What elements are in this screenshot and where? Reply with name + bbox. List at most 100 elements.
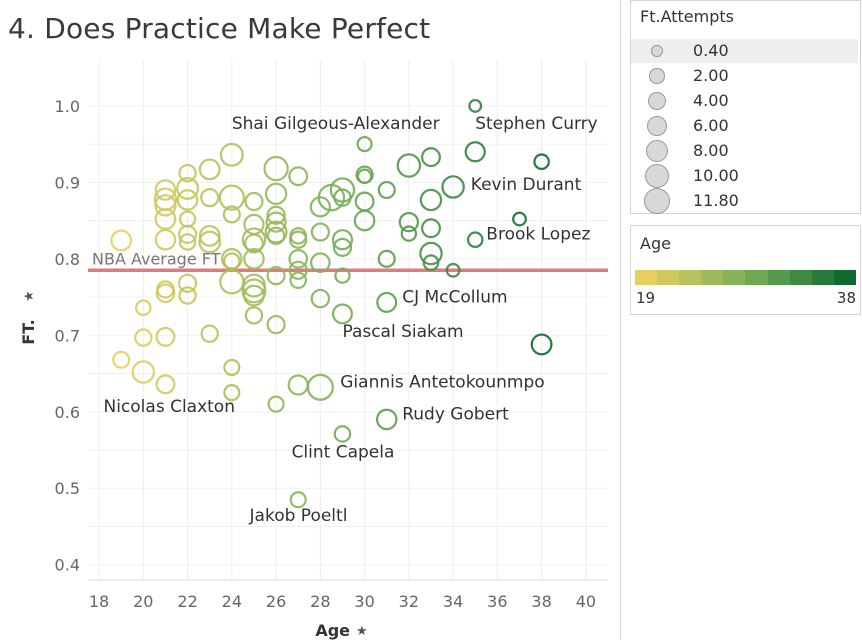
size-legend-circle[interactable]: [646, 115, 668, 137]
size-legend[interactable]: Ft.Attempts 0.40 2.00 4.00 6.00 8.00 10.00 11.…: [630, 0, 861, 214]
x-axis-pin-icon[interactable]: ★: [356, 624, 368, 639]
x-axis-label[interactable]: Age: [315, 621, 350, 640]
player-point[interactable]: [178, 163, 197, 183]
player-point[interactable]: [176, 177, 200, 200]
player-point[interactable]: [267, 395, 285, 413]
age-color-step[interactable]: [745, 270, 768, 285]
player-point[interactable]: [177, 273, 198, 293]
player-point[interactable]: [419, 188, 443, 212]
player-point[interactable]: [243, 284, 265, 307]
size-legend-label[interactable]: 8.00: [693, 141, 729, 160]
player-point[interactable]: [266, 314, 286, 335]
size-legend-circle[interactable]: [651, 45, 663, 57]
scatter-chart[interactable]: 18 20 22 24 26 28 30 32 34 36 38 40 0.4 0.5 0.6 0.7 0.8 0…: [0, 0, 620, 640]
player-point[interactable]: [310, 252, 331, 273]
color-legend[interactable]: Age 19 38: [630, 225, 861, 315]
player-point[interactable]: [376, 291, 398, 313]
size-legend-label[interactable]: 4.00: [693, 91, 729, 110]
player-point[interactable]: [266, 266, 286, 286]
player-point[interactable]: [289, 230, 308, 249]
player-point[interactable]: [200, 324, 219, 343]
y-axis-pin-icon[interactable]: ★: [22, 290, 37, 302]
player-point[interactable]: [512, 211, 527, 227]
player-point[interactable]: [134, 328, 153, 347]
player-point[interactable]: [289, 271, 307, 290]
player-point[interactable]: [264, 220, 288, 244]
age-color-step[interactable]: [657, 270, 680, 285]
size-legend-label[interactable]: 11.80: [693, 191, 739, 210]
player-point[interactable]: [356, 168, 373, 184]
player-point[interactable]: [154, 208, 177, 230]
player-point[interactable]: [375, 408, 398, 431]
size-legend-label[interactable]: 10.00: [693, 166, 739, 185]
player-point[interactable]: [200, 188, 220, 208]
player-point[interactable]: [154, 179, 177, 201]
player-point[interactable]: [445, 262, 461, 278]
size-legend-circle[interactable]: [645, 139, 669, 163]
player-point[interactable]: [265, 211, 287, 233]
player-point[interactable]: [377, 249, 396, 268]
player-point[interactable]: [131, 360, 156, 384]
age-color-step[interactable]: [723, 270, 746, 285]
player-point[interactable]: [223, 252, 241, 270]
y-axis-label[interactable]: FT.: [19, 319, 38, 345]
player-point[interactable]: [289, 491, 307, 509]
player-point[interactable]: [176, 189, 199, 211]
player-point[interactable]: [334, 267, 351, 284]
player-point[interactable]: [288, 249, 309, 269]
player-point[interactable]: [263, 155, 289, 182]
player-point[interactable]: [178, 233, 197, 251]
player-point[interactable]: [243, 248, 265, 270]
player-point[interactable]: [396, 153, 422, 178]
age-color-step[interactable]: [789, 270, 812, 285]
player-point[interactable]: [289, 227, 307, 245]
player-point[interactable]: [223, 384, 241, 402]
player-point[interactable]: [421, 147, 441, 168]
player-point[interactable]: [244, 306, 264, 325]
player-point[interactable]: [241, 273, 266, 298]
age-color-step[interactable]: [767, 270, 790, 285]
player-point[interactable]: [266, 226, 286, 246]
player-point[interactable]: [155, 374, 176, 395]
player-point[interactable]: [198, 158, 221, 181]
player-point[interactable]: [421, 218, 441, 239]
player-point[interactable]: [310, 288, 331, 309]
player-point[interactable]: [264, 182, 288, 206]
player-point[interactable]: [530, 333, 553, 356]
player-point[interactable]: [333, 188, 352, 207]
player-point[interactable]: [287, 374, 309, 396]
player-point[interactable]: [331, 303, 353, 325]
player-point[interactable]: [178, 210, 197, 228]
player-point[interactable]: [419, 241, 443, 266]
player-point[interactable]: [243, 233, 264, 254]
player-point[interactable]: [219, 142, 244, 167]
player-point[interactable]: [329, 177, 356, 203]
age-color-step[interactable]: [701, 270, 724, 285]
player-point[interactable]: [198, 230, 222, 254]
size-legend-label[interactable]: 2.00: [693, 66, 729, 85]
player-point[interactable]: [135, 299, 152, 317]
player-point[interactable]: [288, 166, 309, 187]
player-point[interactable]: [333, 425, 352, 443]
player-point[interactable]: [466, 231, 484, 248]
player-point[interactable]: [441, 175, 465, 199]
player-point[interactable]: [422, 254, 440, 272]
player-point[interactable]: [468, 98, 483, 113]
player-point[interactable]: [154, 194, 177, 217]
age-color-step[interactable]: [679, 270, 702, 285]
size-legend-label[interactable]: 0.40: [693, 41, 729, 60]
player-point[interactable]: [222, 205, 241, 224]
age-color-step[interactable]: [635, 270, 658, 285]
size-legend-circle[interactable]: [647, 91, 667, 111]
player-point[interactable]: [464, 141, 486, 163]
player-point[interactable]: [178, 286, 197, 305]
player-point[interactable]: [266, 205, 286, 225]
player-point[interactable]: [112, 350, 131, 369]
player-point[interactable]: [400, 225, 418, 242]
player-point[interactable]: [154, 228, 177, 251]
player-point[interactable]: [244, 191, 264, 212]
size-legend-circle[interactable]: [649, 68, 665, 84]
player-point[interactable]: [156, 280, 175, 299]
size-legend-label[interactable]: 6.00: [693, 116, 729, 135]
player-point[interactable]: [356, 136, 373, 153]
